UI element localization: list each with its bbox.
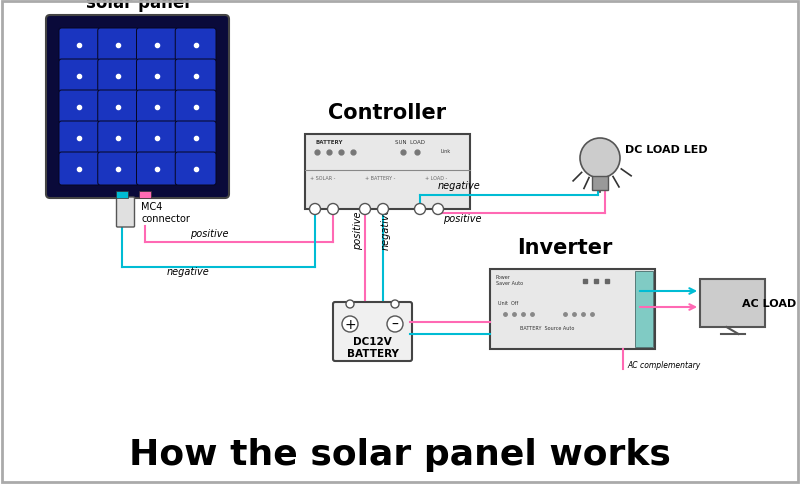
FancyBboxPatch shape — [137, 152, 178, 186]
Text: BATTERY: BATTERY — [315, 140, 342, 145]
Circle shape — [580, 139, 620, 179]
Text: positive: positive — [353, 211, 363, 249]
FancyBboxPatch shape — [137, 91, 178, 124]
FancyBboxPatch shape — [98, 152, 138, 186]
Circle shape — [327, 204, 338, 215]
FancyBboxPatch shape — [59, 29, 100, 62]
Circle shape — [378, 204, 389, 215]
Text: MC4
connector: MC4 connector — [142, 202, 190, 223]
FancyBboxPatch shape — [59, 152, 100, 186]
Text: Inverter: Inverter — [517, 238, 612, 257]
FancyBboxPatch shape — [635, 272, 653, 348]
FancyBboxPatch shape — [139, 192, 151, 198]
Circle shape — [342, 317, 358, 333]
FancyBboxPatch shape — [98, 29, 138, 62]
FancyBboxPatch shape — [59, 60, 100, 93]
Text: solar panel: solar panel — [86, 0, 190, 12]
FancyBboxPatch shape — [175, 122, 216, 155]
Text: Power: Power — [496, 274, 511, 279]
FancyBboxPatch shape — [46, 16, 229, 198]
Text: DC12V
BATTERY: DC12V BATTERY — [346, 336, 398, 358]
Text: –: – — [391, 318, 398, 332]
FancyBboxPatch shape — [98, 122, 138, 155]
FancyBboxPatch shape — [307, 136, 468, 168]
FancyBboxPatch shape — [117, 197, 134, 227]
Text: negative: negative — [381, 207, 391, 249]
Text: negative: negative — [166, 267, 210, 276]
Circle shape — [414, 204, 426, 215]
FancyBboxPatch shape — [175, 60, 216, 93]
Text: negative: negative — [438, 181, 481, 191]
Text: + LOAD -: + LOAD - — [425, 176, 447, 181]
Circle shape — [391, 301, 399, 308]
FancyBboxPatch shape — [59, 122, 100, 155]
Text: DC LOAD LED: DC LOAD LED — [625, 145, 708, 155]
FancyBboxPatch shape — [98, 60, 138, 93]
Text: Unit  Off: Unit Off — [498, 301, 518, 305]
FancyBboxPatch shape — [175, 152, 216, 186]
FancyBboxPatch shape — [137, 122, 178, 155]
FancyBboxPatch shape — [175, 29, 216, 62]
Circle shape — [359, 204, 370, 215]
Text: How the solar panel works: How the solar panel works — [129, 437, 671, 471]
Text: AC LOAD TV: AC LOAD TV — [742, 298, 800, 308]
FancyBboxPatch shape — [98, 91, 138, 124]
Text: AC complementary: AC complementary — [627, 360, 701, 369]
FancyBboxPatch shape — [59, 91, 100, 124]
Text: Link: Link — [441, 149, 451, 154]
FancyBboxPatch shape — [175, 91, 216, 124]
FancyBboxPatch shape — [137, 29, 178, 62]
FancyBboxPatch shape — [333, 302, 412, 361]
FancyBboxPatch shape — [700, 279, 765, 327]
Text: Saver Auto: Saver Auto — [496, 280, 523, 286]
FancyBboxPatch shape — [115, 192, 127, 198]
Text: SUN  LOAD: SUN LOAD — [395, 140, 425, 145]
FancyBboxPatch shape — [431, 141, 461, 163]
FancyBboxPatch shape — [137, 60, 178, 93]
Text: BATTERY  Source Auto: BATTERY Source Auto — [520, 325, 574, 330]
Text: positive: positive — [190, 228, 229, 239]
Text: +: + — [344, 318, 356, 332]
Text: Controller: Controller — [329, 103, 446, 123]
Circle shape — [310, 204, 321, 215]
FancyBboxPatch shape — [704, 284, 761, 319]
FancyBboxPatch shape — [309, 157, 364, 165]
Circle shape — [346, 301, 354, 308]
FancyBboxPatch shape — [305, 135, 470, 210]
FancyBboxPatch shape — [538, 273, 570, 295]
FancyBboxPatch shape — [592, 177, 608, 191]
Circle shape — [387, 317, 403, 333]
Text: + BATTERY -: + BATTERY - — [365, 176, 395, 181]
Circle shape — [433, 204, 443, 215]
Text: positive: positive — [443, 213, 482, 224]
Text: + SOLAR -: + SOLAR - — [310, 176, 335, 181]
FancyBboxPatch shape — [490, 270, 655, 349]
